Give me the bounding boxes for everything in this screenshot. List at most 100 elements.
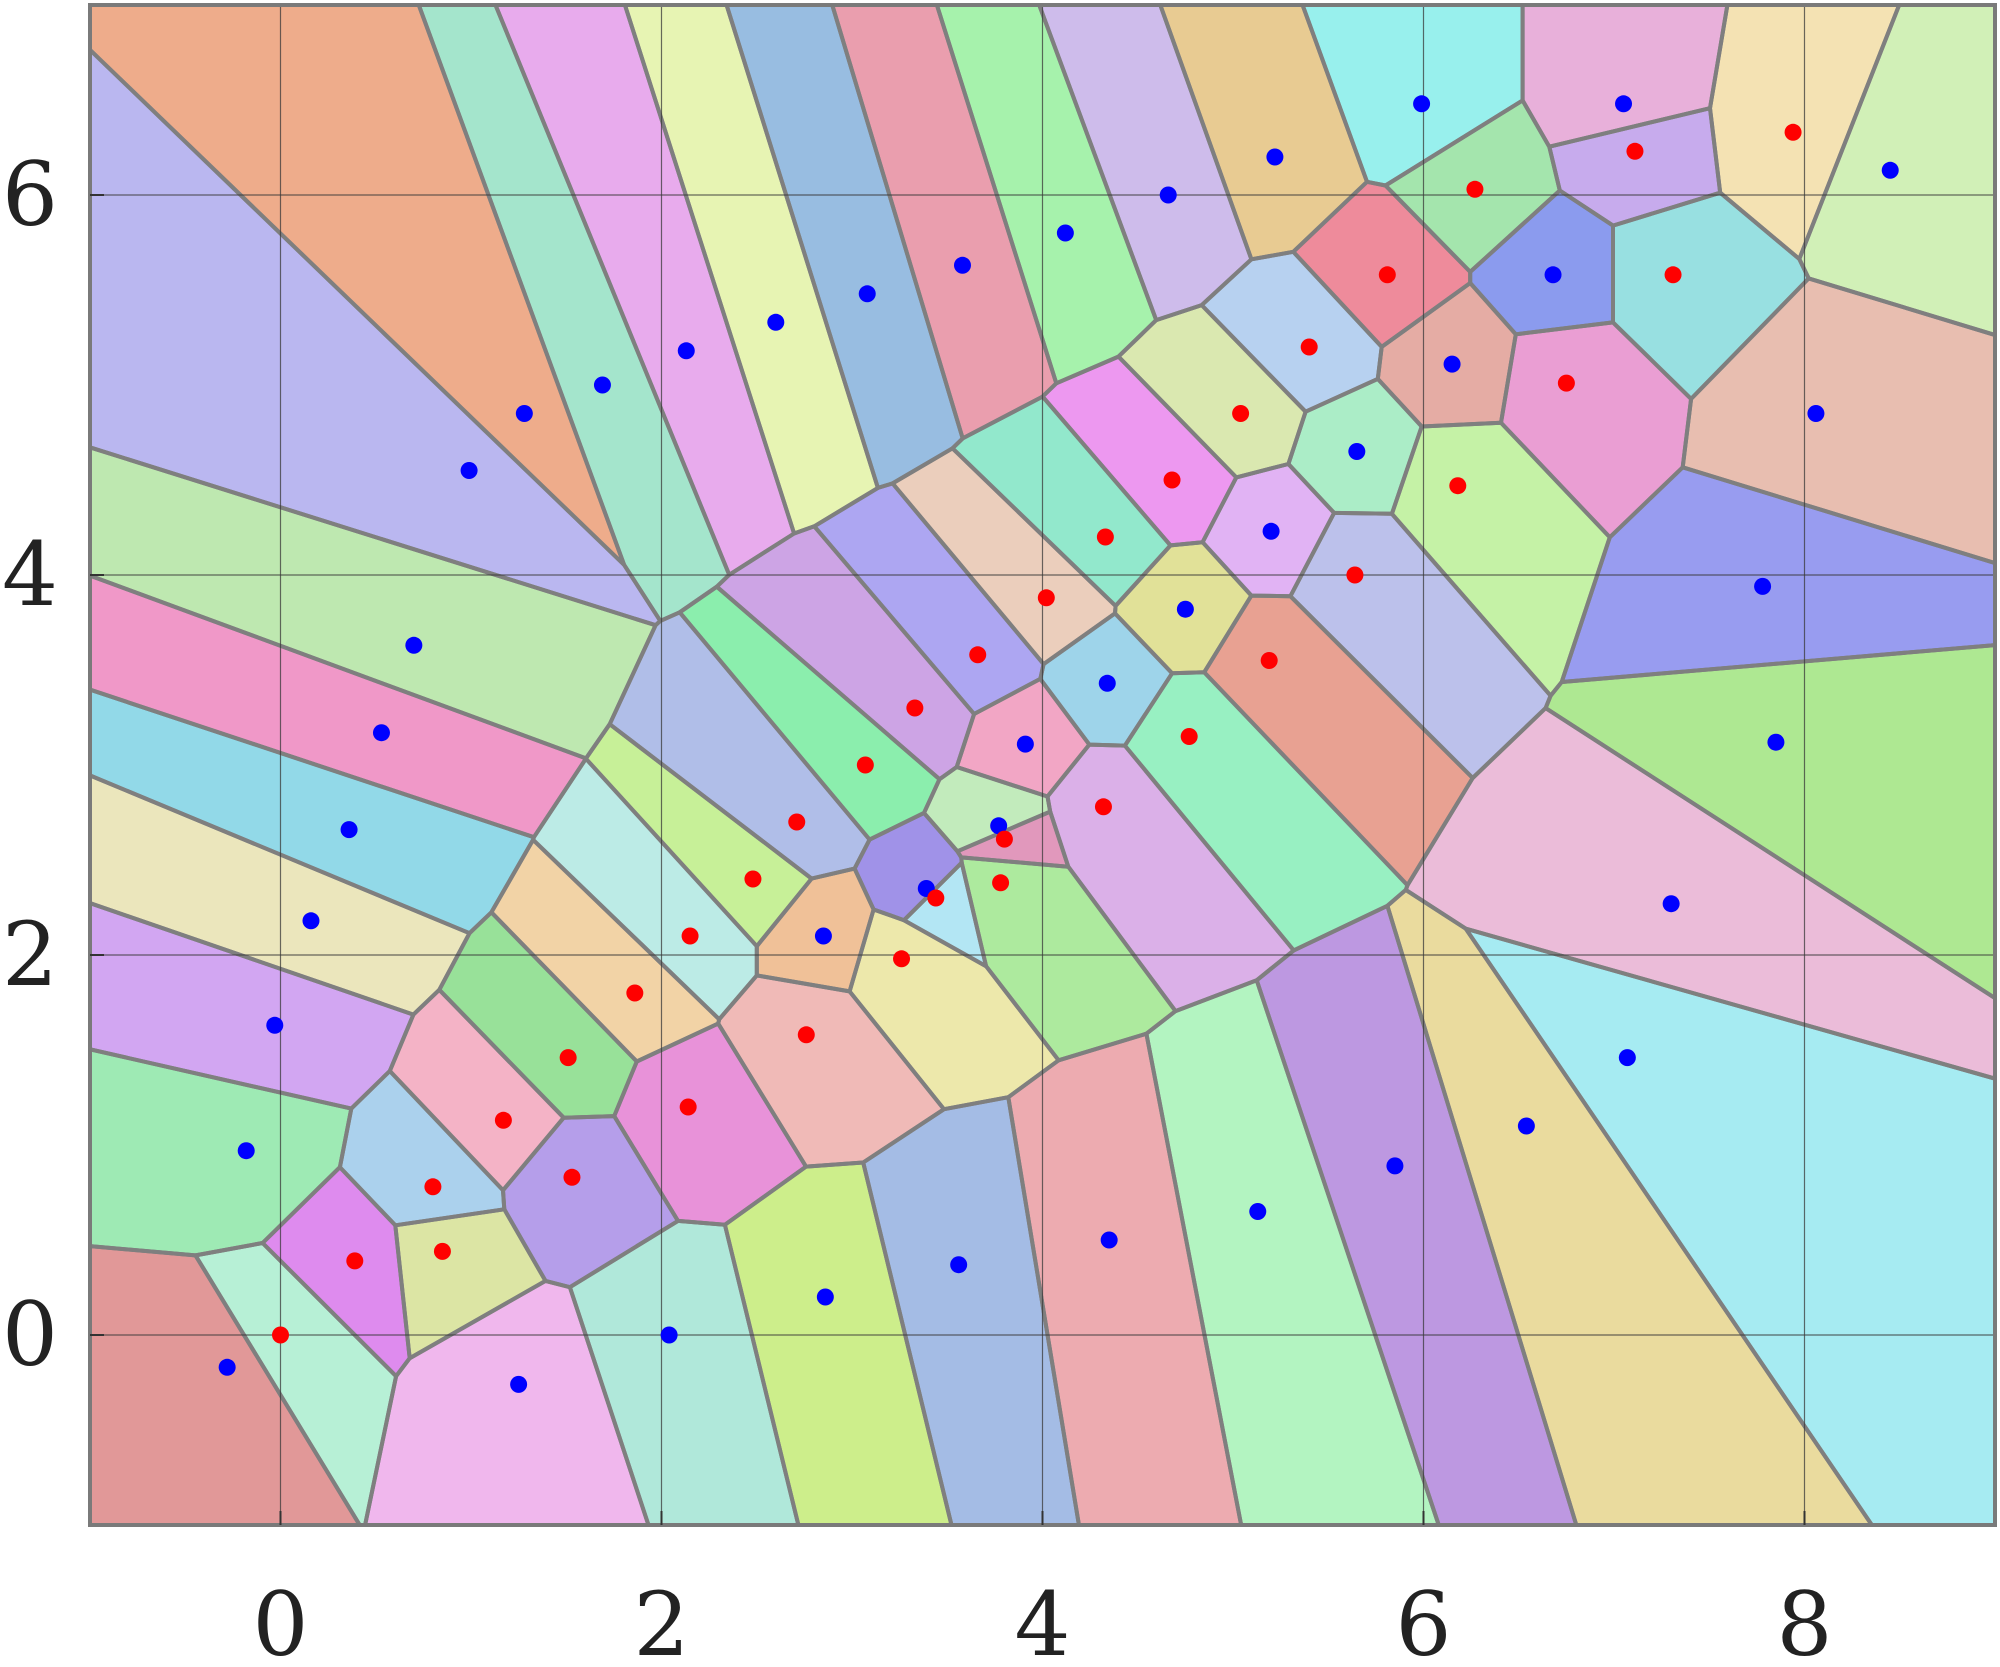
blue-point [950,1256,968,1274]
red-point [1163,471,1181,489]
voronoi-cell [1522,5,1728,147]
voronoi-cell [90,575,586,838]
voronoi-cell [339,1071,505,1226]
blue-point [237,1142,255,1160]
red-point [927,889,945,907]
voronoi-cell [1613,192,1809,399]
blue-point [405,636,423,654]
voronoi-cell [389,989,564,1191]
voronoi-cell [726,5,963,488]
red-point [1378,266,1396,284]
voronoi-cell [1256,905,1577,1525]
voronoi-cell [718,975,944,1167]
voronoi-cell [585,724,812,947]
voronoi-cell [936,5,1157,384]
voronoi-cell [724,1162,952,1525]
blue-point [1176,600,1194,618]
axis-ticks: 0 2 4 6 8 0 2 4 6 [2,143,1833,1667]
voronoi-cell [814,483,1044,714]
red-point [559,1049,577,1067]
red-point [1557,374,1575,392]
voronoi-cell [679,586,940,840]
red-point [494,1111,512,1129]
blue-point [767,313,785,331]
blue-point [1262,522,1280,540]
blue-point [1443,355,1461,373]
blue-point [1413,95,1431,113]
voronoi-cell [503,1116,678,1288]
x-tick-label: 4 [1015,1573,1071,1667]
voronoi-cell [961,857,1176,1061]
red-point [1466,180,1484,198]
red-point [346,1252,364,1270]
blue-point [372,724,390,742]
voronoi-cell [1391,422,1610,696]
red-point [1664,266,1682,284]
red-point [893,950,911,968]
voronoi-cell [1146,980,1439,1525]
red-point [1784,123,1802,141]
red-point [424,1178,442,1196]
blue-point [460,462,478,479]
voronoi-cell-edge [1708,5,1902,261]
voronoi-cell [716,526,975,780]
voronoi-cell-edge [714,524,977,782]
voronoi-cell [1293,181,1471,347]
red-point [969,646,987,664]
voronoi-cell [756,868,874,992]
blue-point [302,912,320,930]
grid-lines [90,5,1995,1525]
voronoi-cell [90,1049,352,1256]
red-point [1260,652,1278,669]
blue-point [1881,161,1899,179]
voronoi-cell [1501,322,1692,538]
red-point [1037,589,1055,607]
voronoi-cell [418,5,730,621]
red-point [744,870,762,888]
red-point [1626,142,1644,160]
red-point [563,1168,581,1186]
voronoi-cell [892,448,1116,665]
blue-point [1348,443,1366,460]
voronoi-cell [832,5,1057,439]
voronoi-cell [90,1246,360,1525]
red-point [788,813,806,831]
voronoi-cell-edge [959,855,1178,1063]
x-tick-label: 6 [1396,1573,1452,1667]
voronoi-cell [1042,356,1237,546]
blue-point [1615,95,1633,113]
red-point [272,1326,289,1344]
blue-point [1266,148,1284,166]
voronoi-cell [1682,278,1995,564]
red-point [1096,528,1114,546]
blue-point [1767,733,1785,751]
voronoi-cell [614,1023,806,1225]
blue-point [1159,186,1177,204]
voronoi-edges [90,5,1995,1525]
voronoi-cell [1405,708,1995,1079]
blue-point [593,376,611,394]
voronoi-cell [904,862,987,967]
x-tick-label: 8 [1777,1573,1833,1667]
red-point [995,830,1013,848]
voronoi-cell [1387,889,1872,1525]
blue-point [1618,1049,1636,1067]
data-points [218,95,1899,1393]
voronoi-cell [439,912,637,1118]
blue-point [953,256,971,274]
blue-point [1807,405,1825,422]
red-point [1232,405,1250,422]
voronoi-cell [90,447,656,759]
blue-point [990,817,1008,835]
voronoi-cell [1465,928,1995,1525]
blue-point [660,1326,678,1344]
blue-point [677,342,695,360]
voronoi-cell [1470,190,1613,335]
voronoi-cell-edge [607,610,872,881]
red-point [1180,728,1198,745]
blue-point [1100,1231,1118,1249]
blue-point [1544,266,1562,284]
voronoi-cell [952,396,1171,606]
voronoi-cell [365,1280,649,1525]
